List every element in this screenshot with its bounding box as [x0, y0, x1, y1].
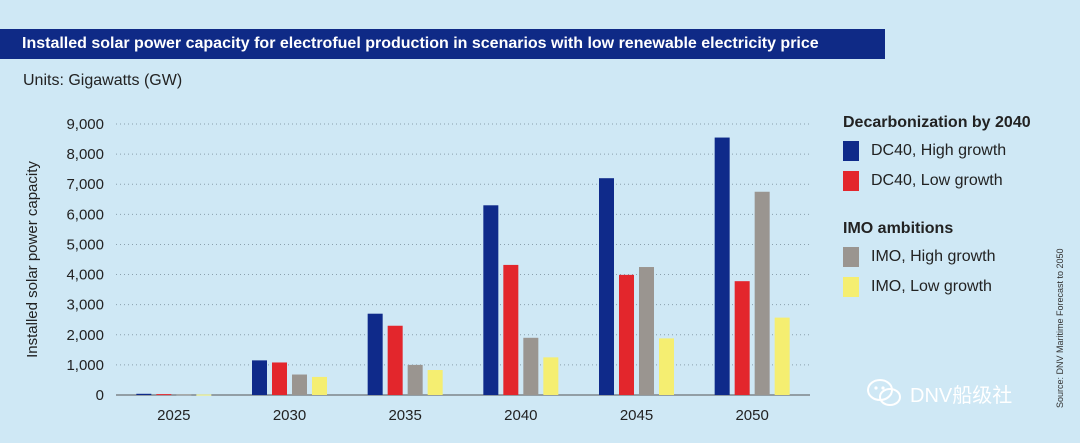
bar	[734, 281, 750, 395]
x-tick-label: 2030	[273, 407, 306, 424]
legend-label: IMO, Low growth	[871, 278, 992, 295]
legend-label: DC40, Low growth	[871, 172, 1003, 189]
units-value: Gigawatts (GW)	[68, 72, 183, 89]
bar	[407, 364, 423, 395]
y-tick-label: 4,000	[66, 267, 104, 284]
legend-item: DC40, High growth	[843, 141, 1006, 161]
y-tick-label: 3,000	[66, 297, 104, 314]
bar	[599, 178, 614, 395]
legend-swatch	[843, 141, 859, 161]
bar	[754, 191, 770, 395]
units-label: Units: Gigawatts (GW)	[23, 72, 182, 90]
bar	[774, 317, 790, 395]
bar	[292, 374, 307, 395]
legend-swatch	[843, 247, 859, 267]
watermark-text: DNV船级社	[910, 384, 1013, 407]
bar	[503, 264, 519, 395]
legend-item: DC40, Low growth	[843, 171, 1003, 191]
bar	[196, 394, 212, 396]
bar	[272, 362, 287, 395]
bar	[367, 313, 383, 395]
wechat-icon	[867, 379, 901, 406]
bar	[387, 325, 403, 395]
bar	[427, 370, 443, 395]
legend-swatch	[843, 171, 859, 191]
y-tick-label: 7,000	[66, 176, 104, 193]
legend-item: IMO, Low growth	[843, 277, 992, 297]
legend-swatch	[843, 277, 859, 297]
x-tick-label: 2025	[157, 407, 190, 424]
bar	[136, 393, 152, 395]
x-tick-label: 2040	[504, 407, 537, 424]
bar	[619, 274, 634, 395]
chart-title: Installed solar power capacity for elect…	[0, 29, 885, 59]
x-tick-label: 2035	[388, 407, 421, 424]
bar	[639, 267, 654, 395]
bar	[659, 338, 674, 395]
legend-heading: IMO ambitions	[843, 220, 954, 237]
units-prefix: Units:	[23, 72, 64, 89]
bar	[543, 357, 559, 395]
legend-item: IMO, High growth	[843, 247, 995, 267]
legend-heading: Decarbonization by 2040	[843, 114, 1031, 131]
y-tick-label: 5,000	[66, 236, 104, 253]
y-tick-label: 9,000	[66, 116, 104, 133]
bar	[483, 205, 499, 395]
bar	[252, 360, 267, 395]
bar	[312, 376, 327, 395]
y-tick-label: 1,000	[66, 357, 104, 374]
watermark: DNV船级社	[866, 378, 1012, 408]
bar	[176, 394, 192, 396]
bar	[523, 337, 539, 395]
y-tick-label: 2,000	[66, 327, 104, 344]
x-tick-label: 2045	[620, 407, 653, 424]
legend-label: DC40, High growth	[871, 142, 1007, 159]
y-tick-label: 6,000	[66, 206, 104, 223]
source-note: Source: DNV Maritime Forecast to 2050	[1055, 248, 1065, 408]
y-tick-label: 0	[96, 387, 104, 404]
y-axis-label: Installed solar power capacity	[24, 161, 41, 358]
x-tick-label: 2050	[735, 407, 768, 424]
bar	[156, 394, 172, 396]
bar	[714, 137, 730, 396]
y-tick-label: 8,000	[66, 146, 104, 163]
legend-label: IMO, High growth	[871, 248, 996, 265]
